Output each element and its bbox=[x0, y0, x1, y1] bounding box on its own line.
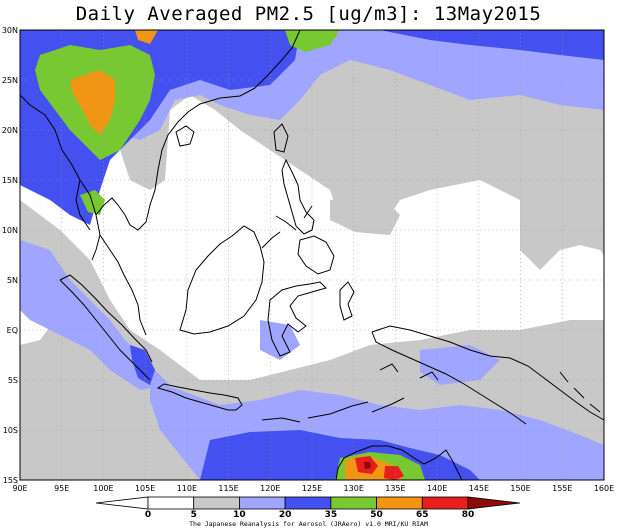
lon-label: 105E bbox=[135, 484, 155, 493]
field-50-65-burma bbox=[70, 70, 115, 135]
lon-label: 115E bbox=[218, 484, 238, 493]
lon-label: 90E bbox=[12, 484, 27, 493]
coast-timor-islands bbox=[261, 397, 405, 423]
longitude-labels: 90E 95E 100E 105E 110E 115E 120E 125E 130E 135E 14… bbox=[12, 484, 614, 493]
map-title: Daily Averaged PM2.5 [ug/m3]: 13May2015 bbox=[75, 3, 542, 25]
lon-label: 130E bbox=[344, 484, 364, 493]
coast-halmahera bbox=[339, 281, 355, 321]
colorbar-segment bbox=[421, 496, 469, 510]
coast-luzon bbox=[281, 158, 315, 235]
colorbar-segment bbox=[376, 496, 423, 510]
colorbar-label: 20 bbox=[279, 510, 292, 520]
lat-label: 5N bbox=[7, 276, 18, 285]
colorbar-extend-low bbox=[95, 496, 149, 510]
field-20-35-sumatra bbox=[130, 345, 155, 385]
coast-celebes-islands bbox=[379, 363, 439, 381]
coast-hainan bbox=[175, 125, 195, 147]
colorbar: 0 5 10 20 35 50 65 80 bbox=[95, 496, 521, 520]
coastlines bbox=[19, 29, 605, 481]
coast-mindanao bbox=[297, 235, 335, 275]
field-5-10-patch-2 bbox=[330, 195, 400, 235]
colorbar-segment bbox=[193, 496, 240, 510]
colorbar-extend-high bbox=[467, 496, 521, 510]
coast-australia bbox=[335, 445, 463, 481]
lat-label: 25N bbox=[2, 76, 18, 85]
lon-label: 125E bbox=[302, 484, 322, 493]
lat-label: 15S bbox=[3, 476, 18, 485]
colorbar-segment bbox=[239, 496, 286, 510]
colorbar-label: 80 bbox=[462, 510, 475, 520]
coast-new-guinea bbox=[371, 325, 605, 425]
lon-label: 100E bbox=[93, 484, 113, 493]
coast-indochina bbox=[95, 29, 301, 231]
field-50-65-north bbox=[135, 30, 158, 44]
coast-sulawesi bbox=[267, 281, 327, 357]
colorbar-label: 65 bbox=[416, 510, 429, 520]
colorbar-label: 35 bbox=[325, 510, 338, 520]
lon-label: 145E bbox=[469, 484, 489, 493]
lon-label: 95E bbox=[54, 484, 69, 493]
field-20-35-northeast bbox=[380, 30, 604, 60]
lat-label: 10N bbox=[2, 226, 18, 235]
field-35-50-south-china bbox=[285, 30, 340, 52]
lon-label: 140E bbox=[427, 484, 447, 493]
colorbar-label: 5 bbox=[191, 510, 197, 520]
coast-java bbox=[156, 383, 243, 411]
lon-label: 160E bbox=[594, 484, 614, 493]
field-clean-east bbox=[335, 230, 400, 285]
colorbar-label: 50 bbox=[370, 510, 383, 520]
lon-label: 135E bbox=[385, 484, 405, 493]
field-clean-center bbox=[140, 215, 604, 370]
graticule bbox=[20, 30, 604, 480]
colorbar-label: 0 bbox=[145, 510, 151, 520]
coast-taiwan bbox=[273, 123, 289, 153]
lat-label: EQ bbox=[7, 326, 18, 335]
colorbar-segment bbox=[284, 496, 332, 510]
field-80-plus-australia bbox=[364, 462, 371, 469]
lat-label: 5S bbox=[8, 376, 18, 385]
colorbar-segment bbox=[330, 496, 377, 510]
colorbar-label: 10 bbox=[233, 510, 246, 520]
lat-label: 15N bbox=[2, 176, 18, 185]
lon-label: 150E bbox=[510, 484, 530, 493]
coast-solomon bbox=[559, 371, 601, 413]
lon-label: 120E bbox=[260, 484, 280, 493]
coast-borneo bbox=[179, 225, 265, 335]
lat-label: 30N bbox=[2, 26, 18, 35]
field-10-20-banda bbox=[420, 345, 500, 385]
coast-sumatra bbox=[59, 274, 153, 381]
lon-label: 155E bbox=[552, 484, 572, 493]
lat-label: 20N bbox=[2, 126, 18, 135]
colorbar-segment bbox=[147, 496, 195, 510]
lat-label: 10S bbox=[3, 426, 18, 435]
field-65-80-australia-2 bbox=[384, 466, 404, 480]
credit-line: The Japanese Reanalysis for Aerosol (JRA… bbox=[189, 520, 428, 528]
coast-visayas bbox=[261, 205, 313, 249]
plot-frame bbox=[19, 29, 605, 481]
latitude-labels: 30N 25N 20N 15N 10N 5N EQ 5S 10S 15S bbox=[2, 26, 18, 485]
lon-label: 110E bbox=[177, 484, 197, 493]
